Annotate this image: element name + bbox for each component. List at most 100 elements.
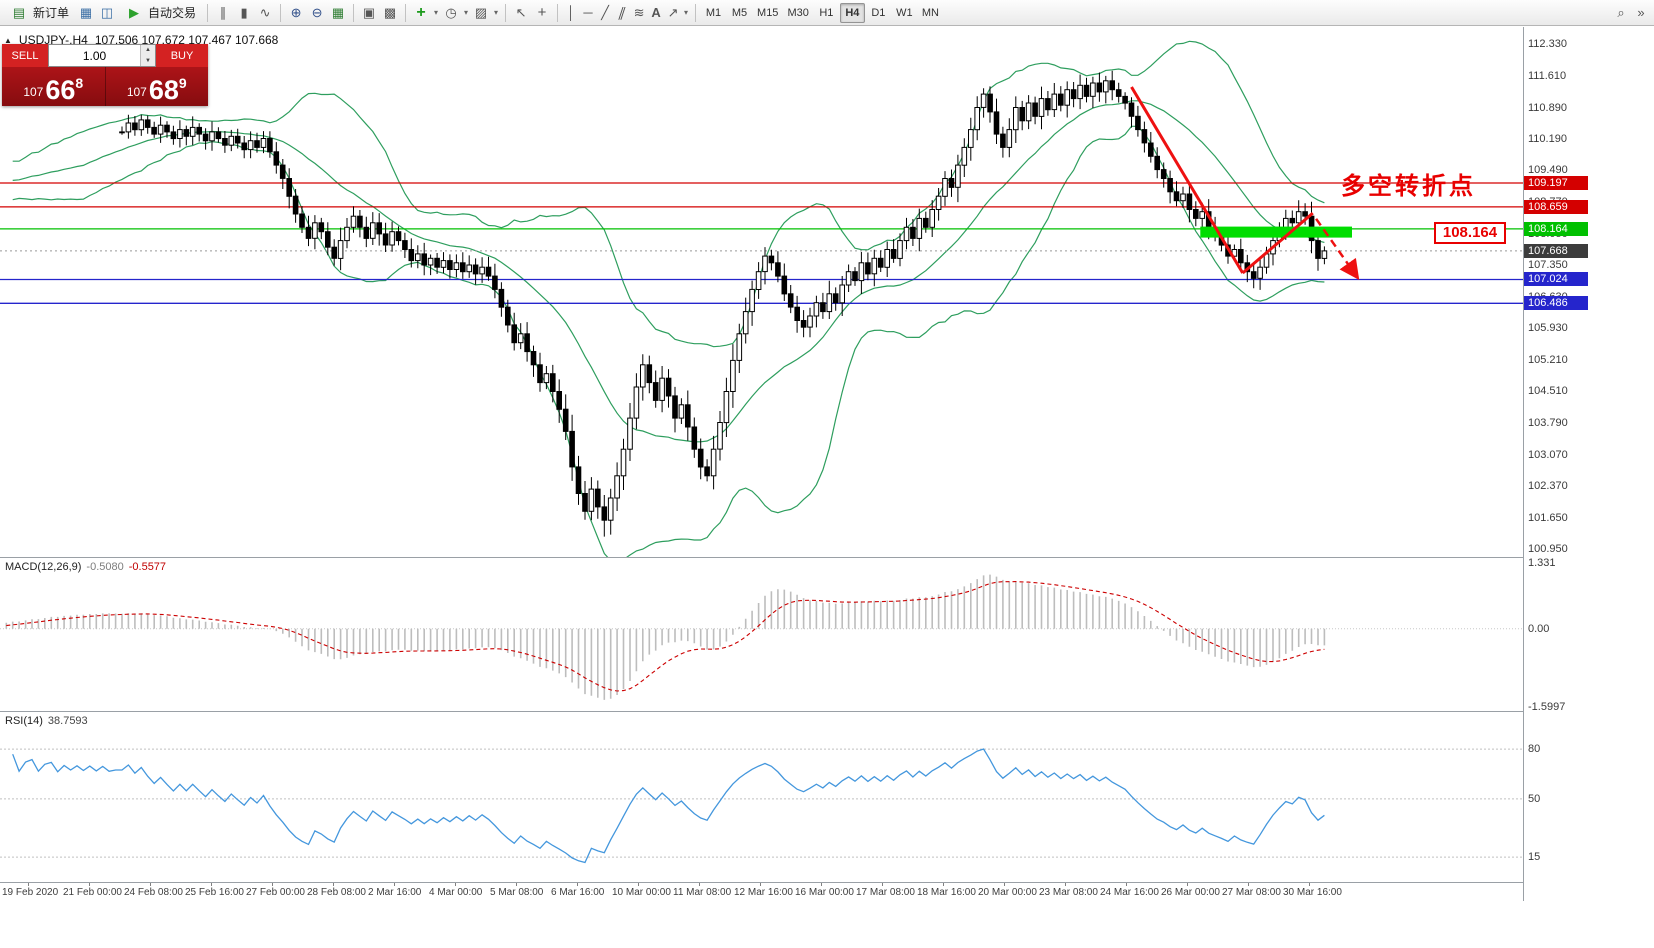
tile-windows-icon[interactable]: ▣	[362, 4, 376, 20]
candlestick-chart-icon[interactable]: ▮	[240, 4, 248, 20]
sell-button[interactable]: SELL	[2, 44, 48, 67]
price-axis-border	[1523, 27, 1524, 901]
timeframe-m30[interactable]: M30	[787, 6, 809, 19]
panel-divider[interactable]	[0, 557, 1654, 558]
data-window-icon[interactable]: ◫	[100, 4, 114, 20]
time-axis-tick	[150, 883, 151, 886]
axis-label: 110.190	[1528, 132, 1567, 145]
axis-label: 1.331	[1528, 557, 1556, 570]
price-tag: 107.668	[1524, 243, 1588, 258]
axis-label: 105.930	[1528, 322, 1568, 334]
price-level-annotation[interactable]: 108.164	[1434, 222, 1506, 244]
cascade-windows-icon[interactable]: ▩	[383, 4, 397, 20]
trendline-tool-icon[interactable]: ╱	[601, 4, 609, 20]
timeframe-m5[interactable]: M5	[731, 6, 748, 19]
price-chart-canvas[interactable]	[0, 27, 1523, 557]
channel-tool-icon[interactable]: ∥	[616, 4, 628, 20]
periods-dropdown-icon[interactable]: ▾	[464, 8, 469, 17]
support-zone-rect[interactable]	[1200, 226, 1352, 238]
panel-divider[interactable]	[0, 711, 1654, 712]
axis-label: 101.650	[1528, 511, 1568, 524]
timeframe-h1[interactable]: H1	[819, 6, 834, 19]
turning-point-annotation[interactable]: 多空转折点	[1341, 173, 1476, 200]
periods-icon[interactable]: ◷	[445, 4, 457, 20]
symbol-title: USDJPY-,H4	[18, 33, 88, 47]
toolbar-separator	[405, 3, 407, 22]
crosshair-icon[interactable]: +	[537, 4, 547, 21]
rsi-line	[12, 748, 1325, 864]
timeframe-h4[interactable]: H4	[839, 2, 865, 23]
time-axis-label: 27 Feb 00:00	[246, 887, 305, 898]
auto-trading-button[interactable]: ▶ 自动交易	[118, 2, 202, 24]
price-tag: 108.659	[1524, 199, 1588, 214]
vertical-line-tool-icon[interactable]: │	[566, 5, 576, 20]
macd-canvas[interactable]	[0, 558, 1523, 711]
toolbar-overflow-icon[interactable]: »	[1637, 5, 1645, 20]
time-axis-label: 23 Mar 08:00	[1039, 887, 1098, 898]
bear-candles	[132, 80, 1321, 521]
time-axis[interactable]: 19 Feb 2020 21 Feb 00:00 24 Feb 08:00 25 Fe…	[0, 883, 1523, 903]
macd-histogram	[5, 574, 1326, 700]
new-order-icon: ▤	[12, 4, 26, 20]
tools-dropdown-icon[interactable]: ▾	[684, 8, 689, 17]
time-axis-tick	[1126, 883, 1127, 886]
bar-chart-icon[interactable]: ∥	[219, 4, 227, 20]
price-tag: 108.164	[1524, 221, 1588, 236]
time-axis-label: 11 Mar 08:00	[673, 887, 732, 898]
trend-line-1[interactable]	[1130, 86, 1244, 274]
market-watch-icon[interactable]: ▦	[79, 4, 93, 20]
one-click-toggle-icon[interactable]: ▲	[4, 35, 12, 45]
timeframe-m15[interactable]: M15	[757, 6, 779, 19]
timeframe-w1[interactable]: W1	[896, 6, 913, 19]
time-axis-tick	[760, 883, 761, 886]
sell-price-button[interactable]: 107 66 8	[2, 67, 106, 106]
buy-button[interactable]: BUY	[156, 44, 208, 67]
indicators-icon[interactable]: +	[416, 3, 426, 21]
time-axis-tick	[943, 883, 944, 886]
price-axis[interactable]: 112.330111.610110.890110.190109.490108.7…	[1524, 0, 1654, 948]
time-axis-tick	[272, 883, 273, 886]
timeframe-m1[interactable]: M1	[705, 6, 722, 19]
templates-dropdown-icon[interactable]: ▾	[494, 8, 499, 17]
axis-label: 107.350	[1528, 258, 1568, 271]
buy-price-prefix: 107	[126, 85, 147, 99]
grid-icon[interactable]: ▦	[331, 4, 345, 20]
trend-line-2[interactable]	[1241, 211, 1314, 275]
rsi-panel[interactable]: RSI(14) 38.7593	[0, 712, 1523, 882]
toolbar-separator	[280, 3, 282, 22]
macd-panel[interactable]: MACD(12,26,9) -0.5080 -0.5577	[0, 558, 1523, 711]
buy-price-button[interactable]: 107 68 9	[106, 67, 209, 106]
time-axis-label: 21 Feb 00:00	[63, 887, 122, 898]
text-tool-icon[interactable]: A	[651, 5, 661, 20]
axis-label: -1.5997	[1528, 701, 1566, 714]
volume-stepper[interactable]: ▲ ▼	[140, 45, 155, 66]
timeframe-d1[interactable]: D1	[871, 6, 886, 19]
arrows-tool-icon[interactable]: ↗	[667, 4, 679, 20]
line-chart-icon[interactable]: ∿	[259, 4, 271, 20]
time-axis-tick	[394, 883, 395, 886]
time-axis-label: 30 Mar 16:00	[1283, 887, 1342, 898]
cursor-icon[interactable]: ↖	[515, 4, 527, 20]
stepper-up-icon[interactable]: ▲	[141, 45, 155, 56]
zoom-out-icon[interactable]: ⊖	[311, 4, 323, 20]
templates-icon[interactable]: ▨	[474, 4, 488, 20]
panel-divider	[0, 882, 1654, 883]
rsi-value: 38.7593	[47, 715, 88, 727]
timeframe-mn[interactable]: MN	[921, 6, 939, 19]
indicators-dropdown-icon[interactable]: ▾	[434, 8, 439, 17]
volume-input[interactable]	[49, 45, 140, 66]
zoom-in-icon[interactable]: ⊕	[290, 4, 302, 20]
axis-label: 103.070	[1528, 448, 1568, 461]
time-axis-tick	[821, 883, 822, 886]
time-axis-label: 20 Mar 00:00	[978, 887, 1037, 898]
horizontal-line-tool-icon[interactable]: ─	[583, 5, 593, 20]
time-axis-tick	[882, 883, 883, 886]
stepper-down-icon[interactable]: ▼	[141, 55, 155, 66]
fibonacci-tool-icon[interactable]: ≋	[633, 4, 645, 20]
search-icon[interactable]: ⌕	[1617, 4, 1625, 20]
main-chart-panel[interactable]: ▲ USDJPY-,H4 107.506 107.672 107.467 107…	[0, 27, 1523, 557]
time-axis-label: 26 Mar 00:00	[1161, 887, 1220, 898]
new-order-button[interactable]: ▤ 新订单	[3, 2, 75, 24]
time-axis-label: 25 Feb 16:00	[185, 887, 244, 898]
rsi-canvas[interactable]	[0, 712, 1523, 882]
